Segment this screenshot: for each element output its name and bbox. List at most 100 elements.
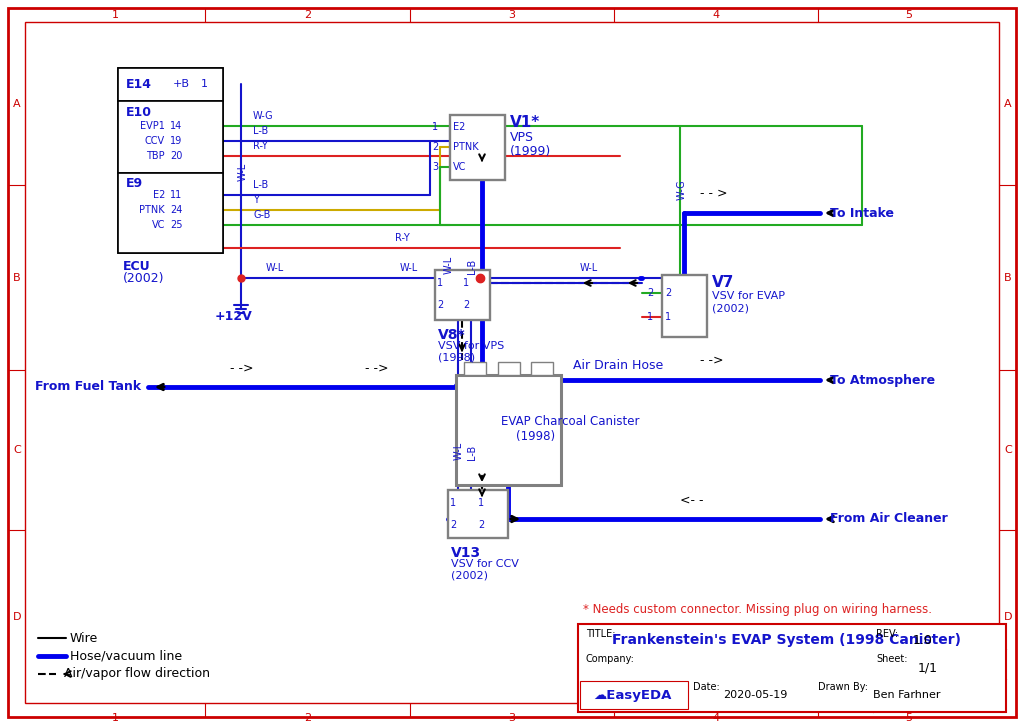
Text: VSV for CCV: VSV for CCV: [451, 559, 519, 569]
Text: 25: 25: [170, 220, 182, 230]
Text: E2: E2: [153, 190, 165, 200]
Text: E9: E9: [126, 176, 143, 189]
Text: (2002): (2002): [451, 570, 488, 580]
Text: 1: 1: [437, 278, 443, 288]
Text: 2: 2: [304, 713, 311, 723]
Text: B: B: [13, 273, 20, 283]
Text: 3: 3: [432, 162, 438, 172]
Text: E10: E10: [126, 106, 152, 118]
Text: 1/1: 1/1: [918, 661, 938, 674]
Text: From Air Cleaner: From Air Cleaner: [830, 513, 948, 526]
Text: 3: 3: [509, 713, 515, 723]
Text: G-B: G-B: [253, 210, 270, 220]
Text: 20: 20: [170, 151, 182, 161]
Text: 1: 1: [450, 498, 456, 508]
Bar: [464, 362, 486, 375]
Bar: [435, 270, 490, 320]
Text: 5: 5: [905, 713, 912, 723]
Text: VC: VC: [152, 220, 165, 230]
Text: 1.0: 1.0: [913, 634, 933, 647]
Text: 2: 2: [647, 288, 653, 298]
Text: L-B: L-B: [467, 259, 477, 274]
Text: 2: 2: [665, 288, 672, 298]
Text: 1: 1: [665, 312, 671, 322]
Text: CCV: CCV: [144, 136, 165, 146]
Text: Hose/vacuum line: Hose/vacuum line: [70, 650, 182, 663]
Text: 2: 2: [432, 142, 438, 152]
Text: Ben Farhner: Ben Farhner: [873, 690, 940, 700]
Text: VSV for VPS: VSV for VPS: [438, 341, 504, 351]
Text: 19: 19: [170, 136, 182, 146]
Text: +12V: +12V: [214, 310, 252, 323]
Text: 2: 2: [450, 520, 457, 530]
Text: 2020-05-19: 2020-05-19: [723, 690, 787, 700]
Text: 1: 1: [112, 10, 119, 20]
Text: 1: 1: [478, 498, 484, 508]
Text: TBP: TBP: [146, 151, 165, 161]
Text: 11: 11: [170, 190, 182, 200]
Text: (2002): (2002): [123, 271, 165, 284]
Text: L-B: L-B: [253, 180, 268, 190]
Text: A: A: [13, 99, 20, 109]
Text: W-L: W-L: [266, 263, 285, 273]
Text: D: D: [12, 611, 22, 621]
Bar: [450, 115, 505, 180]
Text: W-G: W-G: [677, 179, 687, 200]
Text: 1: 1: [432, 122, 438, 132]
Bar: [118, 68, 223, 101]
Text: V8*: V8*: [438, 328, 466, 342]
Text: <- -: <- -: [680, 494, 703, 507]
Text: VC: VC: [453, 162, 466, 172]
Bar: [456, 375, 561, 485]
Text: To Intake: To Intake: [830, 207, 894, 220]
Text: E14: E14: [126, 78, 152, 91]
Text: Date:: Date:: [693, 682, 720, 692]
Text: 2: 2: [478, 520, 484, 530]
Text: - ->: - ->: [230, 362, 254, 375]
Text: W-L: W-L: [400, 263, 418, 273]
Text: EVP1: EVP1: [140, 121, 165, 131]
Text: Sheet:: Sheet:: [876, 654, 907, 664]
Text: (1999): (1999): [510, 145, 551, 158]
Text: (2002): (2002): [712, 303, 749, 313]
Text: 2: 2: [463, 300, 469, 310]
Bar: [498, 362, 520, 375]
Text: L-B: L-B: [253, 126, 268, 136]
Bar: [118, 101, 223, 173]
Text: +B: +B: [173, 79, 190, 89]
Text: 2: 2: [437, 300, 443, 310]
Text: (1998): (1998): [438, 352, 475, 362]
Text: Drawn By:: Drawn By:: [818, 682, 868, 692]
Text: 4: 4: [713, 10, 720, 20]
Text: A: A: [1005, 99, 1012, 109]
Text: - ->: - ->: [700, 354, 724, 367]
Text: B: B: [1005, 273, 1012, 283]
Text: D: D: [1004, 611, 1013, 621]
Text: 1: 1: [201, 79, 208, 89]
Text: W-L: W-L: [580, 263, 598, 273]
Text: W-L: W-L: [454, 442, 464, 460]
Text: Air/vapor flow direction: Air/vapor flow direction: [63, 668, 210, 681]
Text: Frankenstein's EVAP System (1998 Canister): Frankenstein's EVAP System (1998 Caniste…: [612, 633, 962, 647]
Text: ECU: ECU: [123, 260, 151, 273]
Text: REV:: REV:: [876, 629, 898, 639]
Text: PTNK: PTNK: [453, 142, 478, 152]
Text: To Atmosphere: To Atmosphere: [830, 373, 935, 386]
Text: W-L: W-L: [444, 256, 454, 274]
Bar: [531, 362, 553, 375]
Text: * Needs custom connector. Missing plug on wiring harness.: * Needs custom connector. Missing plug o…: [583, 603, 932, 616]
Text: L-B: L-B: [467, 444, 477, 460]
Text: V1*: V1*: [510, 115, 541, 130]
Text: V13: V13: [451, 546, 481, 560]
Text: R-Y: R-Y: [395, 233, 410, 243]
Text: 24: 24: [170, 205, 182, 215]
Text: Wire: Wire: [70, 631, 98, 645]
Text: 1: 1: [463, 278, 469, 288]
Text: - - >: - - >: [700, 187, 727, 200]
Text: 4: 4: [713, 713, 720, 723]
Text: 3: 3: [509, 10, 515, 20]
Bar: [118, 68, 223, 253]
Text: C: C: [13, 445, 20, 455]
Bar: [449, 490, 508, 538]
Text: Y: Y: [253, 195, 259, 205]
